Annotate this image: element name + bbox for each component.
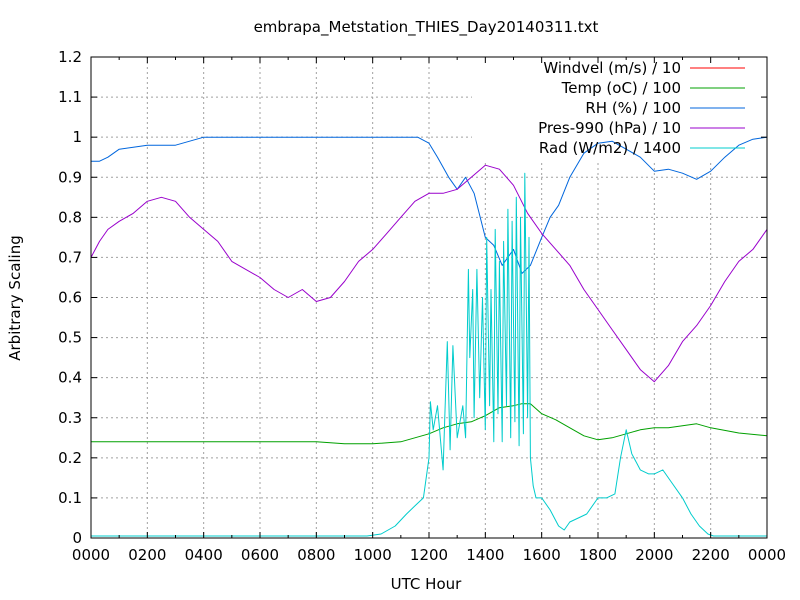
series-line-4 xyxy=(91,172,767,537)
legend: Windvel (m/s) / 10 Temp (oC) / 100 RH (%) … xyxy=(538,59,745,157)
y-tick-label: 0.1 xyxy=(58,489,82,507)
x-tick-label: 0800 xyxy=(297,546,335,564)
x-tick-label: 0000 xyxy=(748,546,786,564)
axes: 0000 0200 0400 0600 0800 1000 1200 1400 1600 1800… xyxy=(58,48,786,564)
y-tick-label: 0.2 xyxy=(58,449,82,467)
x-tick-label: 2000 xyxy=(635,546,673,564)
x-tick-label: 2200 xyxy=(692,546,730,564)
y-axis-label: Arbitrary Scaling xyxy=(6,235,24,361)
y-tick-label: 0.5 xyxy=(58,329,82,347)
series-line-3 xyxy=(90,164,768,383)
y-tick-label: 0 xyxy=(72,529,82,547)
y-tick-label: 1.1 xyxy=(58,88,82,106)
x-tick-label: 1000 xyxy=(354,546,392,564)
legend-label-2: RH (%) / 100 xyxy=(585,99,681,117)
x-tick-label: 1200 xyxy=(410,546,448,564)
y-tick-label: 0.4 xyxy=(58,369,82,387)
y-tick-label: 0.9 xyxy=(58,168,82,186)
x-tick-label: 1600 xyxy=(523,546,561,564)
y-tick-label: 1.2 xyxy=(58,48,82,66)
legend-label-1: Temp (oC) / 100 xyxy=(561,79,681,97)
series-line-1 xyxy=(91,403,768,445)
legend-label-0: Windvel (m/s) / 10 xyxy=(543,59,681,77)
x-tick-label: 0000 xyxy=(72,546,110,564)
chart-title: embrapa_Metstation_THIES_Day20140311.txt xyxy=(254,18,599,37)
y-tick-label: 0.7 xyxy=(58,248,82,266)
series-line-2 xyxy=(91,136,768,274)
y-tick-label: 0.3 xyxy=(58,409,82,427)
legend-label-3: Pres-990 (hPa) / 10 xyxy=(538,119,681,137)
y-tick-label: 1 xyxy=(72,128,82,146)
y-tick-label: 0.8 xyxy=(58,208,82,226)
x-tick-label: 0600 xyxy=(241,546,279,564)
x-tick-label: 0200 xyxy=(128,546,166,564)
legend-label-4: Rad (W/m2) / 1400 xyxy=(539,139,681,157)
x-axis-label: UTC Hour xyxy=(391,575,462,593)
x-tick-label: 1400 xyxy=(466,546,504,564)
y-tick-label: 0.6 xyxy=(58,289,82,307)
x-tick-label: 1800 xyxy=(579,546,617,564)
x-tick-label: 0400 xyxy=(185,546,223,564)
series-lines xyxy=(90,136,768,537)
